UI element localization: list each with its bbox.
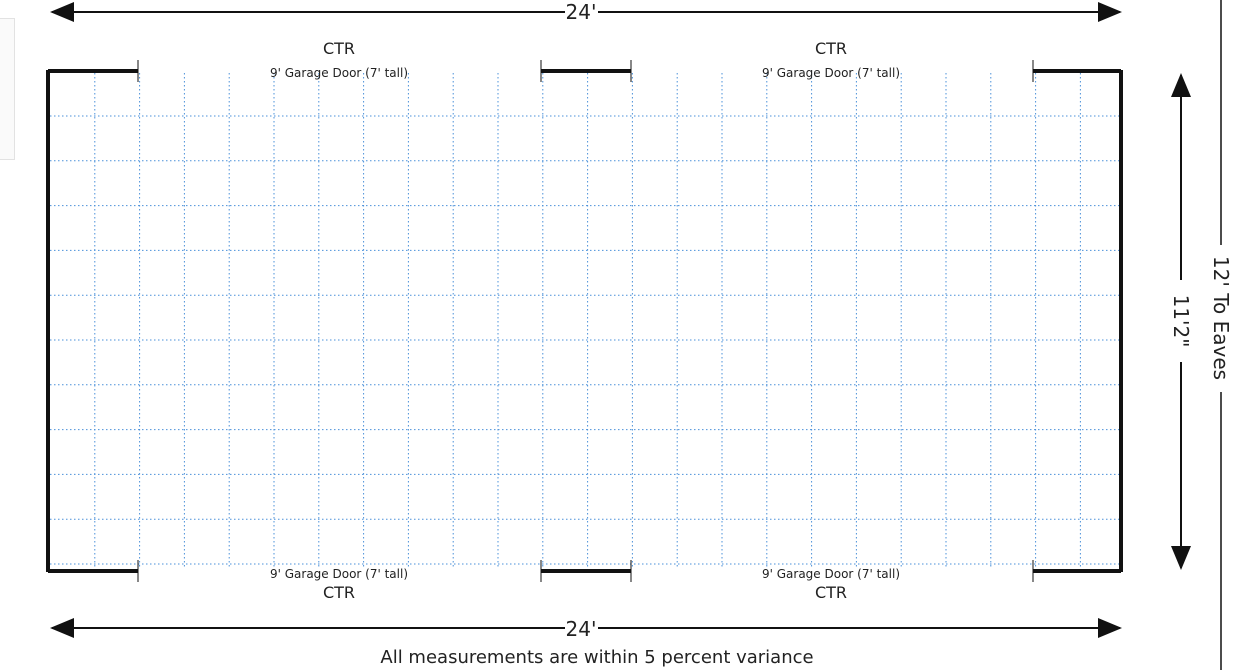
door-size-label: 9' Garage Door (7' tall) <box>270 567 408 581</box>
door-size-label: 9' Garage Door (7' tall) <box>762 567 900 581</box>
garage-door-top-right: CTR 9' Garage Door (7' tall) <box>762 39 900 80</box>
door-size-label: 9' Garage Door (7' tall) <box>762 66 900 80</box>
garage-door-bottom-left: 9' Garage Door (7' tall) CTR <box>270 567 408 602</box>
garage-door-bottom-right: 9' Garage Door (7' tall) CTR <box>762 567 900 602</box>
eaves-label: 12' To Eaves <box>1209 256 1233 380</box>
bottom-width-label: 24' <box>566 617 597 641</box>
side-panel-edge <box>0 18 15 160</box>
variance-note: All measurements are within 5 percent va… <box>380 647 813 668</box>
door-ctr-label: CTR <box>323 39 355 58</box>
depth-label: 11'2" <box>1169 295 1193 348</box>
garage-door-top-left: CTR 9' Garage Door (7' tall) <box>270 39 408 80</box>
walls <box>46 69 1123 573</box>
floor-grid <box>50 73 1119 569</box>
door-ctr-label: CTR <box>323 583 355 602</box>
door-ctr-label: CTR <box>815 39 847 58</box>
door-size-label: 9' Garage Door (7' tall) <box>270 66 408 80</box>
door-ctr-label: CTR <box>815 583 847 602</box>
top-width-label: 24' <box>566 0 597 24</box>
door-jambs <box>137 60 1034 582</box>
